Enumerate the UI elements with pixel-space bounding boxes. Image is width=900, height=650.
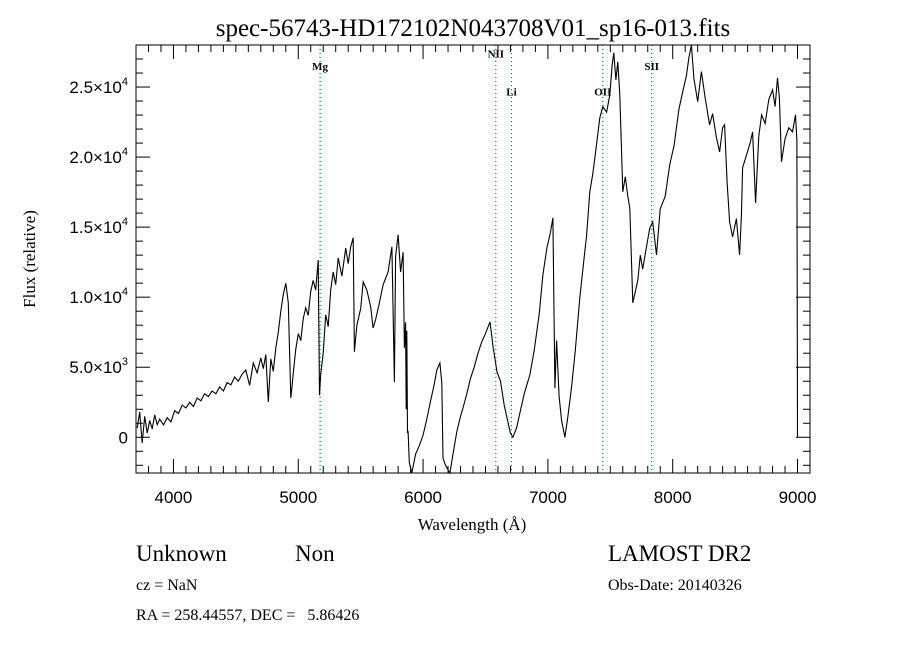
x-tick-label: 9000 bbox=[779, 488, 817, 507]
spectral-line-label: Li bbox=[506, 86, 516, 98]
x-tick-label: 7000 bbox=[529, 488, 567, 507]
plot-frame bbox=[135, 44, 811, 474]
object-class: Unknown bbox=[136, 541, 227, 566]
x-tick-label: 5000 bbox=[279, 488, 317, 507]
x-tick-labels: 4000 5000 6000 7000 8000 9000 bbox=[155, 488, 817, 507]
spectral-line-label: SII bbox=[644, 61, 659, 73]
y-tick-label: 0 bbox=[119, 428, 128, 447]
object-subclass: Non bbox=[295, 541, 335, 566]
y-tick-label: 2.5×104 bbox=[69, 76, 128, 97]
spectral-line-label: NII bbox=[488, 49, 505, 61]
survey-name: LAMOST DR2 bbox=[608, 541, 751, 566]
x-tick-label: 8000 bbox=[654, 488, 692, 507]
y-tick-label: 5.0×103 bbox=[69, 356, 128, 377]
spectral-line-label: Mg bbox=[312, 61, 328, 73]
spectral-line-markers: Mg NII Li OII SII bbox=[312, 45, 659, 473]
obs-date: Obs-Date: 20140326 bbox=[608, 577, 742, 594]
y-tick-labels: 0 5.0×103 1.0×104 1.5×104 2.0×104 2.5×104 bbox=[69, 76, 128, 447]
y-tick-label: 2.0×104 bbox=[69, 146, 128, 167]
y-tick-label: 1.5×104 bbox=[69, 216, 128, 237]
redshift-cz: cz = NaN bbox=[136, 577, 198, 594]
x-tick-label: 6000 bbox=[404, 488, 442, 507]
ra-dec: RA = 258.44557, DEC = 5.86426 bbox=[136, 607, 359, 624]
chart-title: spec-56743-HD172102N043708V01_sp16-013.f… bbox=[216, 15, 731, 42]
spectral-line-label: OII bbox=[594, 86, 611, 98]
y-tick-label: 1.0×104 bbox=[69, 286, 128, 307]
spectrum-line bbox=[136, 44, 799, 475]
axis-ticks bbox=[135, 44, 811, 473]
x-axis-label: Wavelength (Å) bbox=[418, 515, 527, 534]
y-axis-label: Flux (relative) bbox=[20, 210, 39, 308]
x-tick-label: 4000 bbox=[155, 488, 193, 507]
